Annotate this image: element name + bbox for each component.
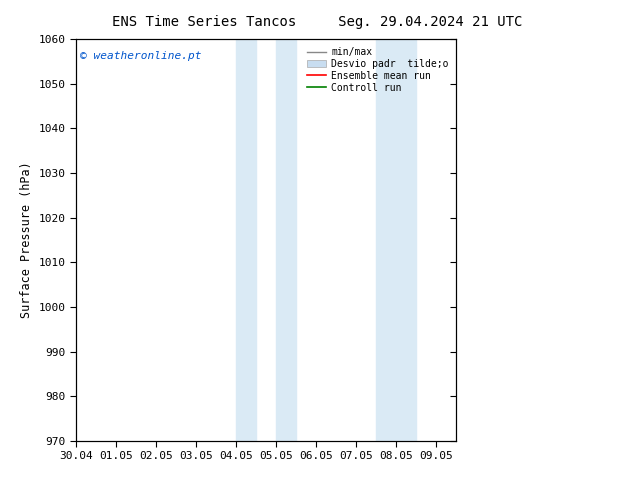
Bar bbox=[236, 39, 256, 441]
Text: ENS Time Series Tancos     Seg. 29.04.2024 21 UTC: ENS Time Series Tancos Seg. 29.04.2024 2… bbox=[112, 15, 522, 29]
Bar bbox=[276, 39, 296, 441]
Bar bbox=[396, 39, 417, 441]
Y-axis label: Surface Pressure (hPa): Surface Pressure (hPa) bbox=[20, 162, 33, 318]
Bar bbox=[377, 39, 396, 441]
Legend: min/max, Desvio padr  tilde;o, Ensemble mean run, Controll run: min/max, Desvio padr tilde;o, Ensemble m… bbox=[304, 44, 451, 96]
Text: © weatheronline.pt: © weatheronline.pt bbox=[80, 51, 202, 61]
